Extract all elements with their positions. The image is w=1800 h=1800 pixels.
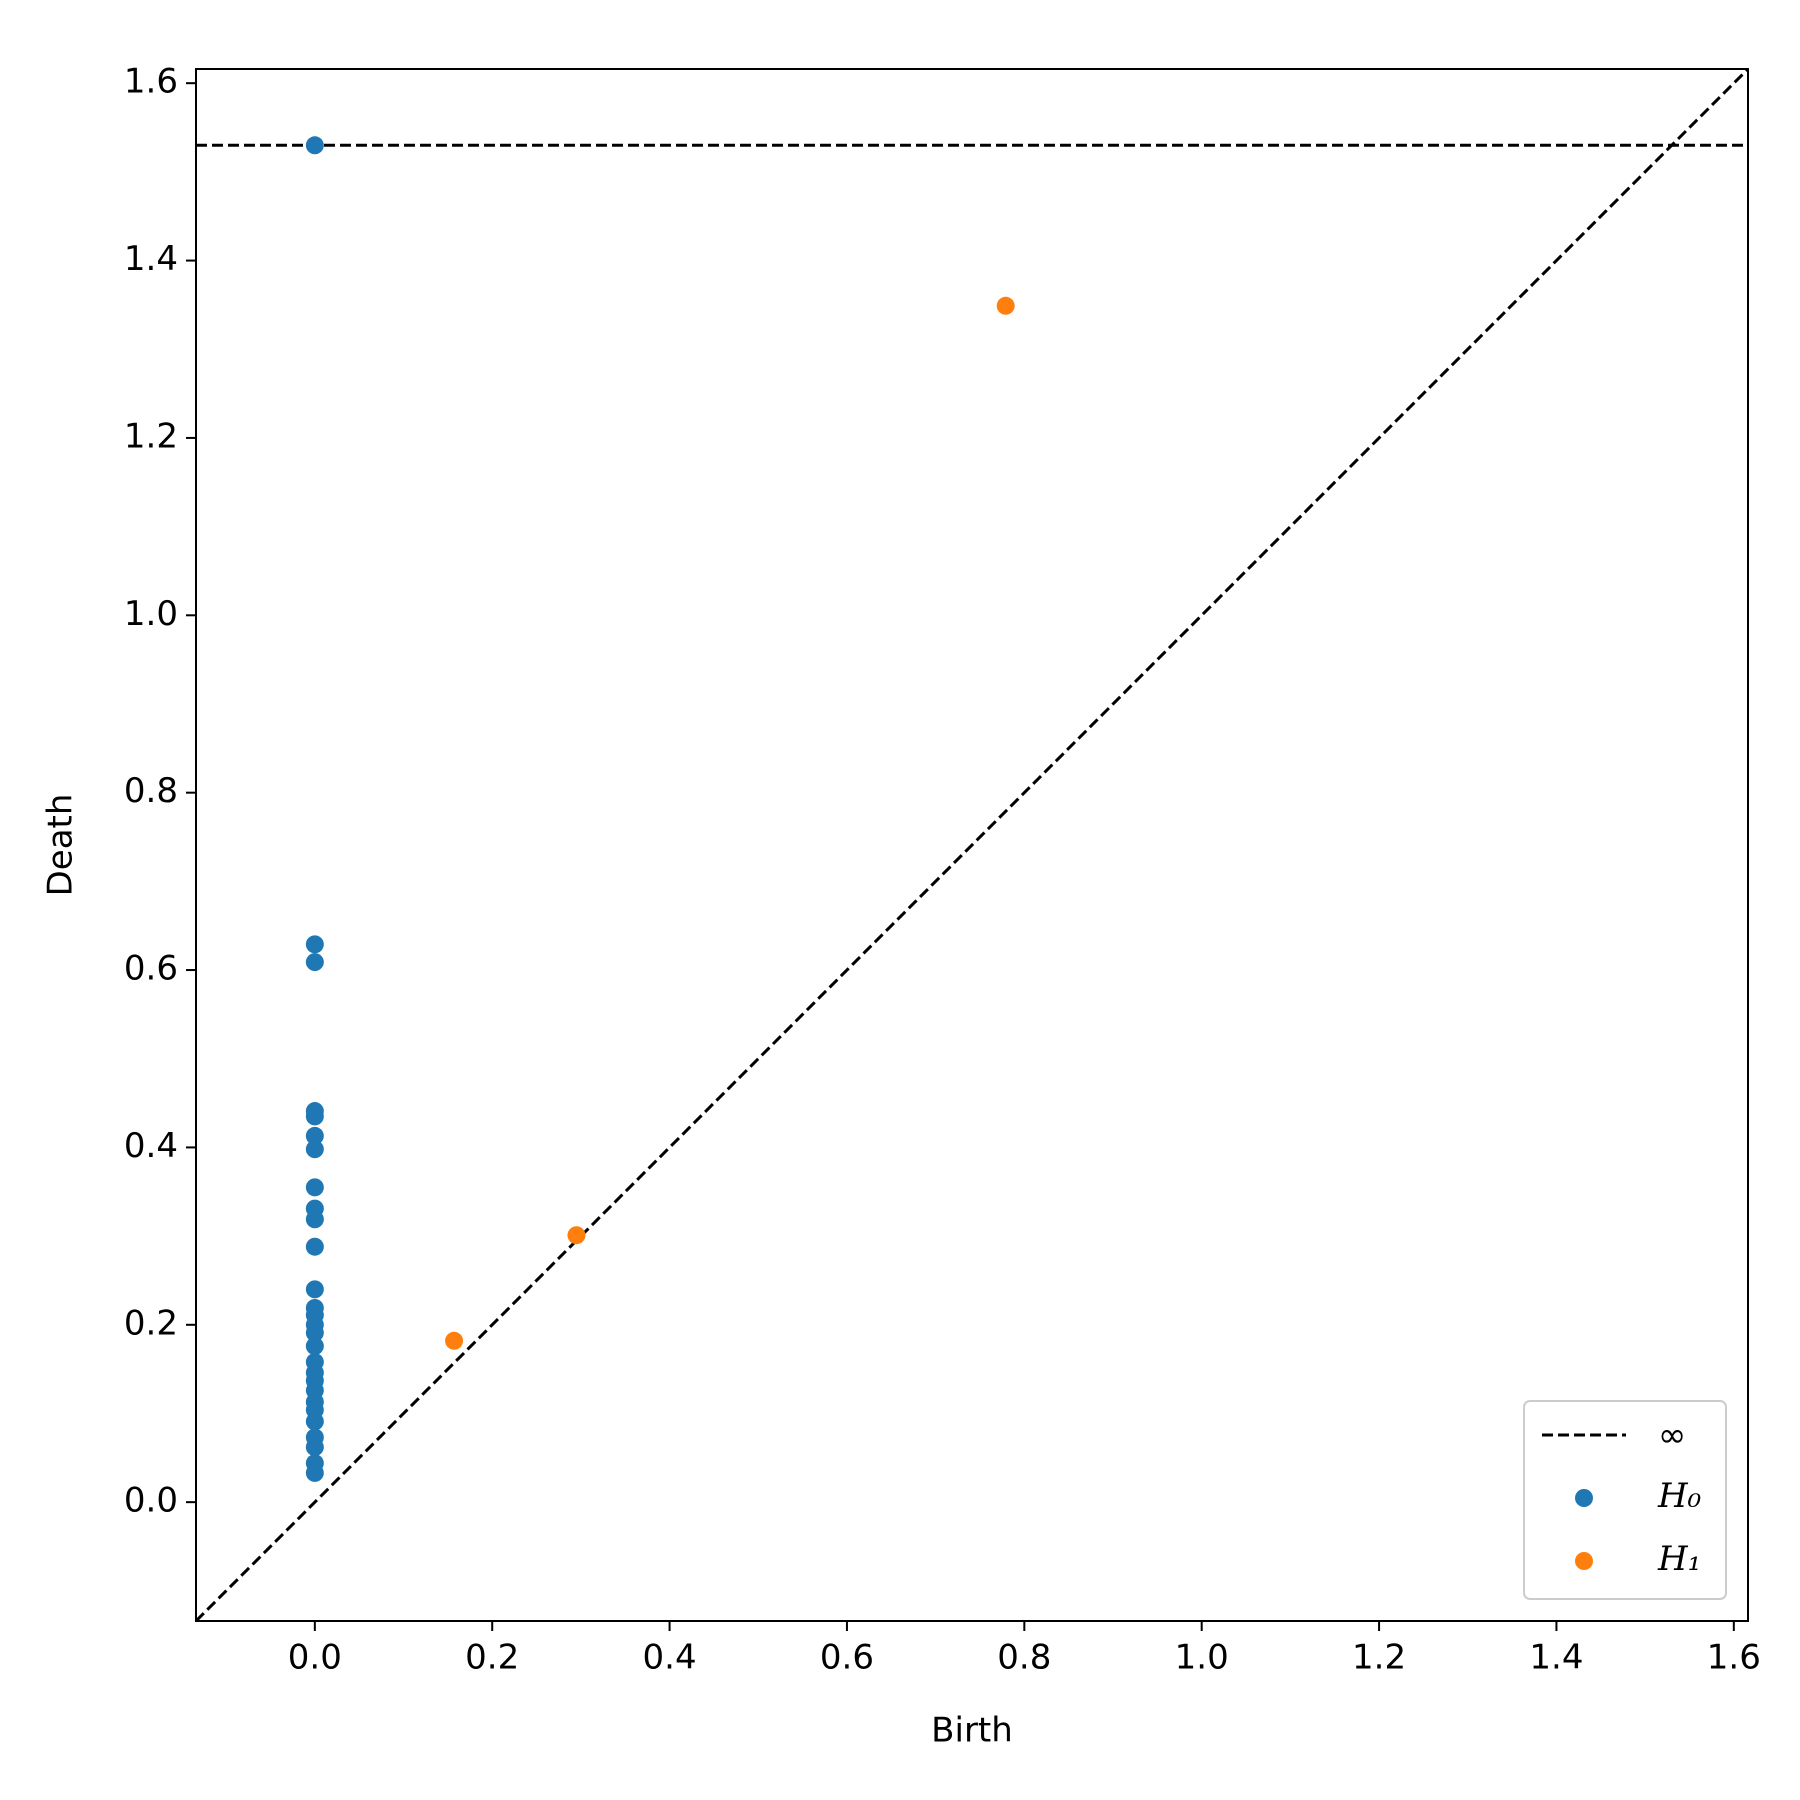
legend-label: H₀ <box>1657 1476 1702 1516</box>
point <box>305 1463 324 1482</box>
plot-frame <box>195 68 1749 1622</box>
y-tick-label: 1.2 <box>124 416 178 456</box>
x-tick-label: 0.8 <box>997 1638 1051 1678</box>
x-tick-label: 0.0 <box>288 1638 342 1678</box>
point <box>567 1226 586 1245</box>
legend-label: H₁ <box>1657 1539 1701 1579</box>
point <box>305 935 324 954</box>
point <box>305 1412 324 1431</box>
legend-marker <box>1575 1489 1593 1507</box>
x-tick-label: 1.6 <box>1707 1638 1761 1678</box>
point <box>305 1337 324 1356</box>
x-tick-label: 0.4 <box>643 1638 697 1678</box>
y-tick-label: 1.0 <box>124 594 178 634</box>
point <box>305 1126 324 1145</box>
point <box>305 1210 324 1229</box>
x-axis-label: Birth <box>931 1711 1013 1751</box>
x-tick-label: 1.2 <box>1352 1638 1406 1678</box>
legend-marker <box>1575 1552 1593 1570</box>
point <box>305 1237 324 1256</box>
y-tick-label: 0.2 <box>124 1303 178 1343</box>
point <box>445 1331 464 1350</box>
point <box>305 136 324 155</box>
x-tick-label: 1.0 <box>1175 1638 1229 1678</box>
point <box>305 1438 324 1457</box>
y-tick-label: 1.6 <box>124 62 178 102</box>
y-tick-label: 0.4 <box>124 1126 178 1166</box>
y-tick-label: 0.6 <box>124 949 178 989</box>
point <box>305 1178 324 1197</box>
diagonal <box>196 69 1748 1621</box>
point <box>305 1280 324 1299</box>
legend-label: ∞ <box>1658 1416 1686 1456</box>
plot-area <box>196 69 1748 1621</box>
legend-box <box>1523 1400 1727 1600</box>
y-tick-label: 1.4 <box>124 239 178 279</box>
point <box>305 1140 324 1159</box>
point <box>305 1107 324 1126</box>
x-tick-label: 0.2 <box>465 1638 519 1678</box>
point <box>996 296 1015 315</box>
point <box>305 953 324 972</box>
x-tick-label: 1.4 <box>1529 1638 1583 1678</box>
x-tick-label: 0.6 <box>820 1638 874 1678</box>
y-axis-label: Death <box>41 794 81 897</box>
point <box>305 1323 324 1342</box>
y-tick-label: 0.8 <box>124 771 178 811</box>
y-tick-label: 0.0 <box>124 1481 178 1521</box>
